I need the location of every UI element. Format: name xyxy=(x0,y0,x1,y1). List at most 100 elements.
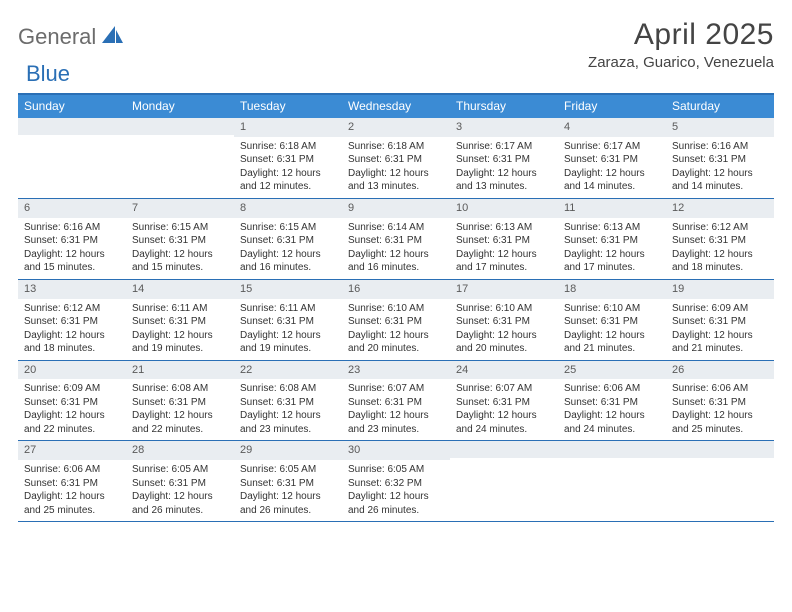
daylight-text: Daylight: 12 hours and 26 minutes. xyxy=(348,490,444,517)
sunrise-text: Sunrise: 6:18 AM xyxy=(240,140,336,154)
day-body: Sunrise: 6:06 AMSunset: 6:31 PMDaylight:… xyxy=(18,460,126,521)
daylight-text: Daylight: 12 hours and 19 minutes. xyxy=(240,329,336,356)
day-header-sat: Saturday xyxy=(666,95,774,118)
day-body: Sunrise: 6:05 AMSunset: 6:31 PMDaylight:… xyxy=(234,460,342,521)
day-number: 16 xyxy=(342,280,450,299)
daylight-text: Daylight: 12 hours and 17 minutes. xyxy=(564,248,660,275)
daylight-text: Daylight: 12 hours and 15 minutes. xyxy=(24,248,120,275)
day-body: Sunrise: 6:10 AMSunset: 6:31 PMDaylight:… xyxy=(558,299,666,360)
daylight-text: Daylight: 12 hours and 18 minutes. xyxy=(672,248,768,275)
sunrise-text: Sunrise: 6:16 AM xyxy=(672,140,768,154)
day-body: Sunrise: 6:16 AMSunset: 6:31 PMDaylight:… xyxy=(18,218,126,279)
day-cell: 26Sunrise: 6:06 AMSunset: 6:31 PMDayligh… xyxy=(666,361,774,441)
day-body: Sunrise: 6:12 AMSunset: 6:31 PMDaylight:… xyxy=(18,299,126,360)
day-number: 9 xyxy=(342,199,450,218)
sunrise-text: Sunrise: 6:05 AM xyxy=(348,463,444,477)
day-number: 17 xyxy=(450,280,558,299)
day-body: Sunrise: 6:17 AMSunset: 6:31 PMDaylight:… xyxy=(558,137,666,198)
day-cell: 10Sunrise: 6:13 AMSunset: 6:31 PMDayligh… xyxy=(450,199,558,279)
day-cell: 15Sunrise: 6:11 AMSunset: 6:31 PMDayligh… xyxy=(234,280,342,360)
day-cell: 5Sunrise: 6:16 AMSunset: 6:31 PMDaylight… xyxy=(666,118,774,198)
day-cell: 24Sunrise: 6:07 AMSunset: 6:31 PMDayligh… xyxy=(450,361,558,441)
day-number: 19 xyxy=(666,280,774,299)
daylight-text: Daylight: 12 hours and 22 minutes. xyxy=(24,409,120,436)
daylight-text: Daylight: 12 hours and 13 minutes. xyxy=(456,167,552,194)
sunrise-text: Sunrise: 6:11 AM xyxy=(132,302,228,316)
day-header-tue: Tuesday xyxy=(234,95,342,118)
sunset-text: Sunset: 6:31 PM xyxy=(348,315,444,329)
sunset-text: Sunset: 6:31 PM xyxy=(132,477,228,491)
logo: General xyxy=(18,18,126,50)
day-number: 25 xyxy=(558,361,666,380)
day-number: 18 xyxy=(558,280,666,299)
daylight-text: Daylight: 12 hours and 24 minutes. xyxy=(456,409,552,436)
sunset-text: Sunset: 6:31 PM xyxy=(240,477,336,491)
sunset-text: Sunset: 6:31 PM xyxy=(456,234,552,248)
sunset-text: Sunset: 6:31 PM xyxy=(240,315,336,329)
sunset-text: Sunset: 6:31 PM xyxy=(456,315,552,329)
day-cell: 12Sunrise: 6:12 AMSunset: 6:31 PMDayligh… xyxy=(666,199,774,279)
sunset-text: Sunset: 6:31 PM xyxy=(564,315,660,329)
daylight-text: Daylight: 12 hours and 21 minutes. xyxy=(672,329,768,356)
sunrise-text: Sunrise: 6:08 AM xyxy=(132,382,228,396)
day-cell: 22Sunrise: 6:08 AMSunset: 6:31 PMDayligh… xyxy=(234,361,342,441)
daylight-text: Daylight: 12 hours and 21 minutes. xyxy=(564,329,660,356)
sunrise-text: Sunrise: 6:10 AM xyxy=(348,302,444,316)
weeks-container: 1Sunrise: 6:18 AMSunset: 6:31 PMDaylight… xyxy=(18,118,774,522)
daylight-text: Daylight: 12 hours and 17 minutes. xyxy=(456,248,552,275)
sunset-text: Sunset: 6:31 PM xyxy=(348,396,444,410)
sunset-text: Sunset: 6:31 PM xyxy=(348,153,444,167)
daylight-text: Daylight: 12 hours and 12 minutes. xyxy=(240,167,336,194)
day-number: 4 xyxy=(558,118,666,137)
sunrise-text: Sunrise: 6:12 AM xyxy=(24,302,120,316)
daylight-text: Daylight: 12 hours and 25 minutes. xyxy=(672,409,768,436)
day-header-thu: Thursday xyxy=(450,95,558,118)
sunset-text: Sunset: 6:31 PM xyxy=(672,396,768,410)
sunrise-text: Sunrise: 6:12 AM xyxy=(672,221,768,235)
sunset-text: Sunset: 6:31 PM xyxy=(564,153,660,167)
sunrise-text: Sunrise: 6:17 AM xyxy=(564,140,660,154)
day-cell: 1Sunrise: 6:18 AMSunset: 6:31 PMDaylight… xyxy=(234,118,342,198)
day-number: 27 xyxy=(18,441,126,460)
day-number: 30 xyxy=(342,441,450,460)
sunrise-text: Sunrise: 6:06 AM xyxy=(672,382,768,396)
day-cell: 14Sunrise: 6:11 AMSunset: 6:31 PMDayligh… xyxy=(126,280,234,360)
daylight-text: Daylight: 12 hours and 26 minutes. xyxy=(132,490,228,517)
sunrise-text: Sunrise: 6:09 AM xyxy=(672,302,768,316)
daylight-text: Daylight: 12 hours and 22 minutes. xyxy=(132,409,228,436)
day-cell: 2Sunrise: 6:18 AMSunset: 6:31 PMDaylight… xyxy=(342,118,450,198)
day-body: Sunrise: 6:05 AMSunset: 6:32 PMDaylight:… xyxy=(342,460,450,521)
day-cell: 6Sunrise: 6:16 AMSunset: 6:31 PMDaylight… xyxy=(18,199,126,279)
day-cell: 21Sunrise: 6:08 AMSunset: 6:31 PMDayligh… xyxy=(126,361,234,441)
sunset-text: Sunset: 6:31 PM xyxy=(240,396,336,410)
daylight-text: Daylight: 12 hours and 20 minutes. xyxy=(348,329,444,356)
day-body: Sunrise: 6:07 AMSunset: 6:31 PMDaylight:… xyxy=(450,379,558,440)
sunrise-text: Sunrise: 6:06 AM xyxy=(564,382,660,396)
day-body: Sunrise: 6:09 AMSunset: 6:31 PMDaylight:… xyxy=(18,379,126,440)
day-cell: 20Sunrise: 6:09 AMSunset: 6:31 PMDayligh… xyxy=(18,361,126,441)
sunrise-text: Sunrise: 6:06 AM xyxy=(24,463,120,477)
day-number: 13 xyxy=(18,280,126,299)
day-body: Sunrise: 6:09 AMSunset: 6:31 PMDaylight:… xyxy=(666,299,774,360)
sunrise-text: Sunrise: 6:07 AM xyxy=(348,382,444,396)
daylight-text: Daylight: 12 hours and 25 minutes. xyxy=(24,490,120,517)
day-body: Sunrise: 6:10 AMSunset: 6:31 PMDaylight:… xyxy=(342,299,450,360)
daylight-text: Daylight: 12 hours and 26 minutes. xyxy=(240,490,336,517)
week-row: 27Sunrise: 6:06 AMSunset: 6:31 PMDayligh… xyxy=(18,441,774,522)
day-body: Sunrise: 6:18 AMSunset: 6:31 PMDaylight:… xyxy=(234,137,342,198)
day-body: Sunrise: 6:18 AMSunset: 6:31 PMDaylight:… xyxy=(342,137,450,198)
day-cell xyxy=(666,441,774,521)
day-cell: 16Sunrise: 6:10 AMSunset: 6:31 PMDayligh… xyxy=(342,280,450,360)
day-body: Sunrise: 6:10 AMSunset: 6:31 PMDaylight:… xyxy=(450,299,558,360)
sunset-text: Sunset: 6:31 PM xyxy=(132,234,228,248)
sunrise-text: Sunrise: 6:14 AM xyxy=(348,221,444,235)
day-number: 1 xyxy=(234,118,342,137)
day-body: Sunrise: 6:08 AMSunset: 6:31 PMDaylight:… xyxy=(126,379,234,440)
logo-text-general: General xyxy=(18,24,96,50)
day-body: Sunrise: 6:14 AMSunset: 6:31 PMDaylight:… xyxy=(342,218,450,279)
daylight-text: Daylight: 12 hours and 18 minutes. xyxy=(24,329,120,356)
daylight-text: Daylight: 12 hours and 16 minutes. xyxy=(348,248,444,275)
day-number: 7 xyxy=(126,199,234,218)
sunrise-text: Sunrise: 6:16 AM xyxy=(24,221,120,235)
day-number: 5 xyxy=(666,118,774,137)
